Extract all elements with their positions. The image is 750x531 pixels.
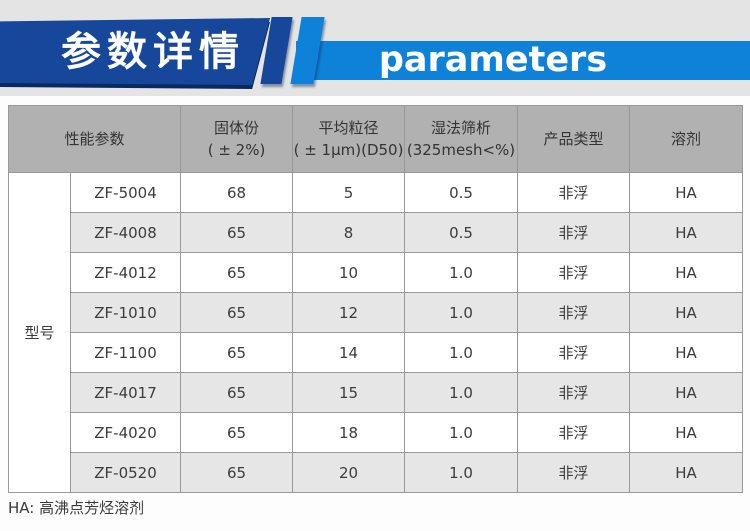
cell-model: ZF-4017 xyxy=(69,372,182,413)
cell-particle-size: 20 xyxy=(292,452,406,493)
cell-solid-content: 65 xyxy=(180,372,294,413)
banner-title-cn: 参数详情 xyxy=(61,28,245,75)
cell-model: ZF-4012 xyxy=(69,252,182,293)
cell-particle-size: 8 xyxy=(292,212,406,253)
table-row: 型号 ZF-5004 68 5 0.5 非浮 HA xyxy=(8,172,744,493)
col-header-performance: 性能参数 xyxy=(7,105,182,173)
cell-product-type: 非浮 xyxy=(517,212,631,253)
table-header: 性能参数 固体份 ( ± 2%) 平均粒径 ( ± 1μm)(D50) 湿法筛析… xyxy=(7,105,744,173)
cell-product-type: 非浮 xyxy=(517,252,631,293)
cell-particle-size: 18 xyxy=(292,412,406,453)
cell-particle-size: 5 xyxy=(292,172,406,213)
col-header-line: 湿法筛析 xyxy=(431,119,492,137)
cell-solid-content: 65 xyxy=(180,212,294,253)
cell-particle-size: 15 xyxy=(292,372,406,413)
table-row: ZF-4008 65 8 0.5 非浮 HA xyxy=(9,212,744,253)
cell-solid-content: 65 xyxy=(180,292,294,333)
cell-product-type: 非浮 xyxy=(517,412,631,453)
cell-wet-sieve: 1.0 xyxy=(404,372,519,413)
cell-model: ZF-0520 xyxy=(69,452,182,493)
cell-solid-content: 65 xyxy=(180,252,294,293)
cell-product-type: 非浮 xyxy=(517,332,631,373)
cell-solvent: HA xyxy=(629,212,744,253)
cell-solvent: HA xyxy=(629,412,744,453)
col-header-line: ( ± 2%) xyxy=(207,141,266,159)
cell-wet-sieve: 0.5 xyxy=(404,212,519,253)
cell-solid-content: 68 xyxy=(180,172,294,213)
cell-product-type: 非浮 xyxy=(517,172,631,213)
col-header-particle-size: 平均粒径 ( ± 1μm)(D50) xyxy=(292,105,406,173)
cell-solid-content: 65 xyxy=(180,412,294,453)
cell-particle-size: 14 xyxy=(292,332,406,373)
cell-model: ZF-1010 xyxy=(69,292,182,333)
cell-solvent: HA xyxy=(629,332,744,373)
cell-product-type: 非浮 xyxy=(517,292,631,333)
cell-wet-sieve: 1.0 xyxy=(404,292,519,333)
table-row: ZF-4012 65 10 1.0 非浮 HA xyxy=(9,252,744,293)
table-row: ZF-4020 65 18 1.0 非浮 HA xyxy=(9,412,744,453)
table-row: ZF-1010 65 12 1.0 非浮 HA xyxy=(9,292,744,333)
banner-title-en: parameters xyxy=(378,40,608,80)
cell-solvent: HA xyxy=(629,252,744,293)
cell-solvent: HA xyxy=(629,372,744,413)
col-header-line: (325mesh<%) xyxy=(406,141,516,159)
col-header-line: 平均粒径 xyxy=(318,119,379,137)
footnote: HA: 高沸点芳烃溶剂 xyxy=(8,499,145,517)
table-row: ZF-1100 65 14 1.0 非浮 HA xyxy=(9,332,744,373)
cell-model: ZF-4008 xyxy=(69,212,182,253)
table-row: ZF-4017 65 15 1.0 非浮 HA xyxy=(9,372,744,413)
cell-solvent: HA xyxy=(629,172,744,213)
col-header-line: ( ± 1μm)(D50) xyxy=(293,141,404,159)
banner-chinese: 参数详情 xyxy=(0,18,270,85)
cell-wet-sieve: 0.5 xyxy=(404,172,519,213)
banner-english-band: parameters xyxy=(296,41,750,80)
cell-solid-content: 65 xyxy=(180,452,294,493)
cell-wet-sieve: 1.0 xyxy=(404,452,519,493)
col-header-product-type: 产品类型 xyxy=(517,105,631,173)
cell-particle-size: 10 xyxy=(292,252,406,293)
cell-wet-sieve: 1.0 xyxy=(404,332,519,373)
cell-model: ZF-5004 xyxy=(69,172,182,213)
spec-table: 性能参数 固体份 ( ± 2%) 平均粒径 ( ± 1μm)(D50) 湿法筛析… xyxy=(7,105,744,493)
table-row: ZF-0520 65 20 1.0 非浮 HA xyxy=(9,452,744,493)
cell-wet-sieve: 1.0 xyxy=(404,412,519,453)
cell-particle-size: 12 xyxy=(292,292,406,333)
cell-model: ZF-4020 xyxy=(69,412,182,453)
cell-solid-content: 65 xyxy=(180,332,294,373)
row-group-label: 型号 xyxy=(8,172,71,493)
spec-table-wrapper: 性能参数 固体份 ( ± 2%) 平均粒径 ( ± 1μm)(D50) 湿法筛析… xyxy=(7,105,744,493)
col-header-solvent: 溶剂 xyxy=(629,105,744,173)
cell-solvent: HA xyxy=(629,452,744,493)
cell-product-type: 非浮 xyxy=(517,452,631,493)
cell-wet-sieve: 1.0 xyxy=(404,252,519,293)
table-body: 型号 ZF-5004 68 5 0.5 非浮 HA ZF-4008 65 8 0.5 非浮 HA ZF-4… xyxy=(8,172,744,493)
table-header-row: 性能参数 固体份 ( ± 2%) 平均粒径 ( ± 1μm)(D50) 湿法筛析… xyxy=(7,105,744,173)
cell-model: ZF-1100 xyxy=(69,332,182,373)
col-header-wet-sieve: 湿法筛析 (325mesh<%) xyxy=(404,105,519,173)
col-header-line: 固体份 xyxy=(214,119,260,137)
cell-product-type: 非浮 xyxy=(517,372,631,413)
cell-solvent: HA xyxy=(629,292,744,333)
col-header-solid-content: 固体份 ( ± 2%) xyxy=(180,105,294,173)
